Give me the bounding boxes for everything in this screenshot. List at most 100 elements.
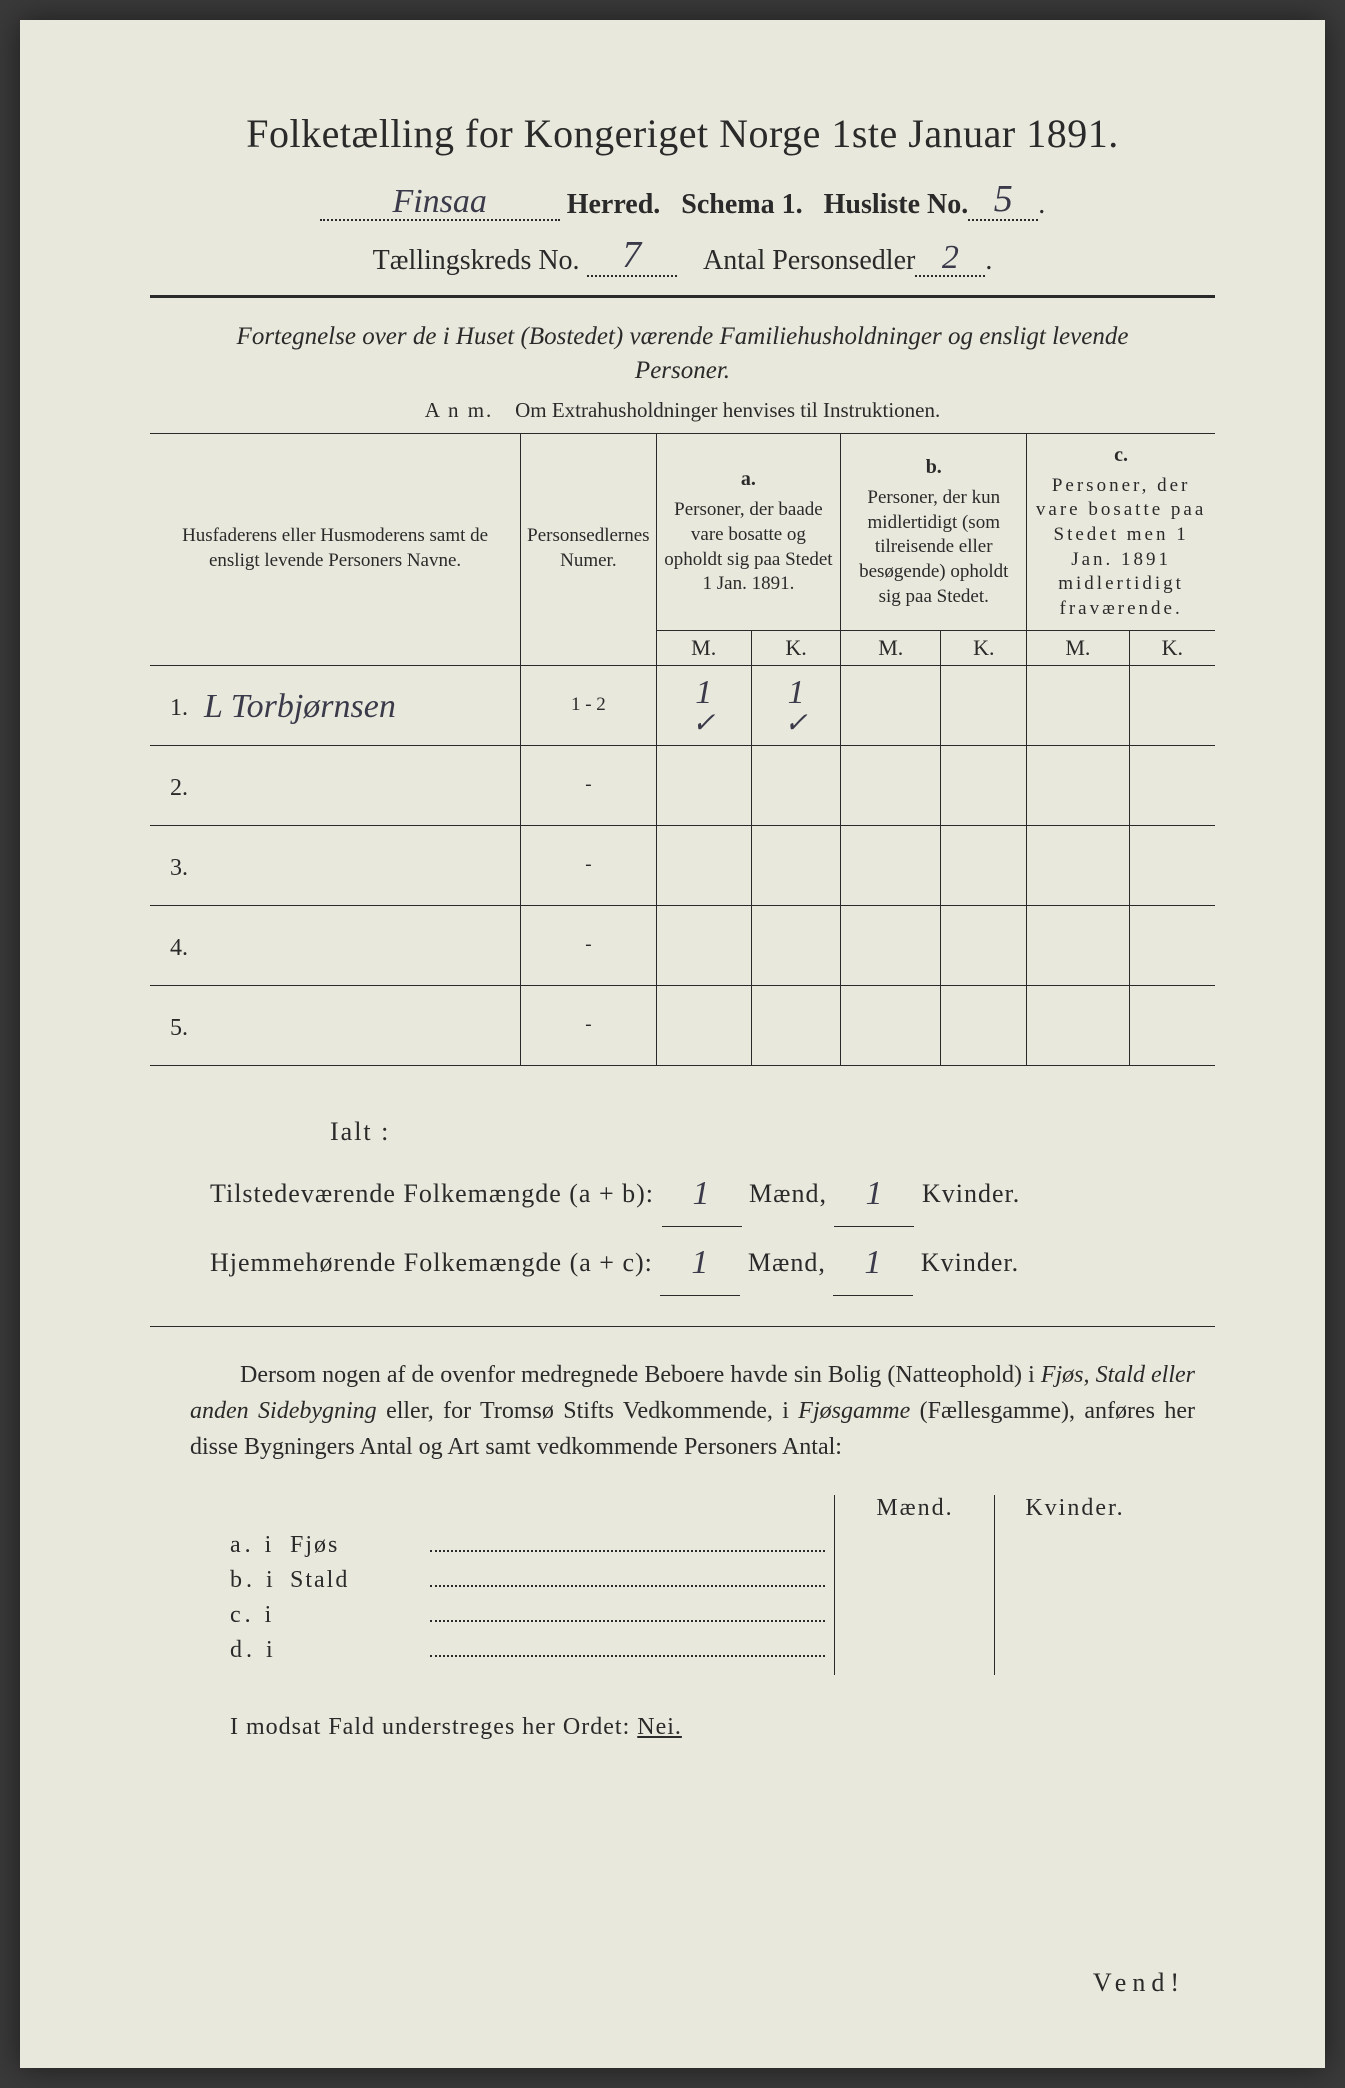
data-cell <box>656 985 751 1065</box>
numer-cell: - <box>521 825 656 905</box>
name-cell: 3. <box>150 825 521 905</box>
col-head-a: a. Personer, der baade vare bosatte og o… <box>656 433 841 630</box>
divider-1 <box>150 295 1215 298</box>
totals-section: Ialt : Tilstedeværende Folkemængde (a + … <box>210 1106 1175 1296</box>
col-head-numer: Personsedlernes Numer. <box>521 433 656 665</box>
para-t2: eller, for Tromsø Stifts Vedkommende, i <box>377 1398 799 1424</box>
data-cell <box>1129 985 1215 1065</box>
anm-line: A n m. Om Extrahusholdninger henvises ti… <box>150 398 1215 423</box>
name-cell: 2. <box>150 745 521 825</box>
header-line-3: Tællingskreds No. 7 Antal Personsedler2. <box>150 231 1215 277</box>
col-b-m: M. <box>841 630 941 665</box>
husliste-value: 5 <box>994 178 1013 220</box>
col-c-m: M. <box>1027 630 1129 665</box>
kreds-value: 7 <box>622 234 641 276</box>
table-row: 3. - <box>150 825 1215 905</box>
data-cell <box>1129 665 1215 745</box>
data-cell <box>751 825 840 905</box>
numer-cell: 1 - 2 <box>521 665 656 745</box>
data-cell <box>656 905 751 985</box>
totals-r1-m: 1 <box>693 1175 711 1212</box>
data-cell <box>656 745 751 825</box>
data-cell <box>751 745 840 825</box>
para-t1: Dersom nogen af de ovenfor medregnede Be… <box>240 1362 1041 1388</box>
data-cell <box>751 985 840 1065</box>
table-row: 1. L Torbjørnsen1 - 21✓1✓ <box>150 665 1215 745</box>
antal-label: Antal Personsedler <box>703 245 915 276</box>
col-c-k: K. <box>1129 630 1215 665</box>
table-row: 5. - <box>150 985 1215 1065</box>
col-head-name-text: Husfaderens eller Husmoderens samt de en… <box>182 525 488 571</box>
col-c-label: c. <box>1033 442 1209 474</box>
schema-label: Schema 1. <box>681 189 802 220</box>
data-cell <box>1027 745 1129 825</box>
data-cell <box>1129 825 1215 905</box>
data-cell <box>941 665 1027 745</box>
herred-value: Finsaa <box>392 183 486 220</box>
totals-maend-1: Mænd, <box>749 1179 827 1208</box>
col-b-k: K. <box>941 630 1027 665</box>
numer-cell: - <box>521 745 656 825</box>
building-maend: Mænd. <box>835 1495 995 1522</box>
totals-r2-m: 1 <box>691 1244 709 1281</box>
data-cell <box>1027 665 1129 745</box>
census-form-page: Folketælling for Kongeriget Norge 1ste J… <box>20 20 1325 2068</box>
data-cell <box>751 905 840 985</box>
data-cell <box>841 745 941 825</box>
anm-prefix: A n m. <box>425 398 494 422</box>
col-a-m: M. <box>656 630 751 665</box>
data-cell <box>841 985 941 1065</box>
antal-value: 2 <box>942 239 959 276</box>
building-row: d. i <box>230 1637 1155 1664</box>
data-cell <box>841 825 941 905</box>
data-cell <box>941 745 1027 825</box>
numer-cell: - <box>521 905 656 985</box>
main-title: Folketælling for Kongeriget Norge 1ste J… <box>150 110 1215 157</box>
building-paragraph: Dersom nogen af de ovenfor medregnede Be… <box>190 1357 1195 1465</box>
data-cell: 1✓ <box>751 665 840 745</box>
totals-row-2: Hjemmehørende Folkemængde (a + c): 1 Mæn… <box>210 1227 1175 1296</box>
name-cell: 5. <box>150 985 521 1065</box>
col-head-c: c. Personer, der vare bosatte paa Stedet… <box>1027 433 1215 630</box>
nei-text: I modsat Fald understreges her Ordet: <box>230 1714 630 1740</box>
totals-r1-label: Tilstedeværende Folkemængde (a + b): <box>210 1179 654 1208</box>
col-b-text: Personer, der kun midlertidigt (som tilr… <box>859 487 1008 607</box>
totals-maend-2: Mænd, <box>748 1248 826 1277</box>
col-a-label: a. <box>663 466 835 498</box>
name-cell: 4. <box>150 905 521 985</box>
building-row: a. iFjøs <box>230 1532 1155 1559</box>
data-cell <box>941 985 1027 1065</box>
para-it2: Fjøsgamme <box>798 1398 910 1424</box>
col-a-k: K. <box>751 630 840 665</box>
data-cell <box>1129 905 1215 985</box>
building-kvinder: Kvinder. <box>995 1495 1155 1522</box>
data-cell <box>1027 985 1129 1065</box>
ialt-label: Ialt : <box>330 1106 1175 1158</box>
col-b-label: b. <box>847 454 1020 486</box>
data-cell <box>941 905 1027 985</box>
vline-2 <box>994 1495 995 1675</box>
col-head-b: b. Personer, der kun midlertidigt (som t… <box>841 433 1027 630</box>
totals-r1-k: 1 <box>865 1175 883 1212</box>
nei-line: I modsat Fald understreges her Ordet: Ne… <box>230 1714 1215 1741</box>
data-cell <box>941 825 1027 905</box>
husliste-label: Husliste No. <box>824 189 969 220</box>
subtitle: Fortegnelse over de i Huset (Bostedet) v… <box>190 320 1175 388</box>
totals-kvinder-1: Kvinder. <box>922 1179 1020 1208</box>
building-section: Mænd. Kvinder. a. iFjøsb. iStaldc. id. i <box>230 1495 1155 1664</box>
vend-label: Vend! <box>1093 1968 1185 1998</box>
kreds-label: Tællingskreds No. <box>373 245 580 276</box>
col-a-text: Personer, der baade vare bosatte og opho… <box>664 499 832 594</box>
data-cell <box>841 665 941 745</box>
numer-cell: - <box>521 985 656 1065</box>
table-body: 1. L Torbjørnsen1 - 21✓1✓2. -3. -4. -5. … <box>150 665 1215 1065</box>
totals-kvinder-2: Kvinder. <box>921 1248 1019 1277</box>
data-cell <box>1027 905 1129 985</box>
col-head-name: Husfaderens eller Husmoderens samt de en… <box>150 433 521 665</box>
data-cell: 1✓ <box>656 665 751 745</box>
vline-1 <box>834 1495 835 1675</box>
totals-row-1: Tilstedeværende Folkemængde (a + b): 1 M… <box>210 1158 1175 1227</box>
building-row: c. i <box>230 1602 1155 1629</box>
herred-label: Herred. <box>567 189 661 220</box>
nei-word: Nei. <box>637 1714 682 1740</box>
